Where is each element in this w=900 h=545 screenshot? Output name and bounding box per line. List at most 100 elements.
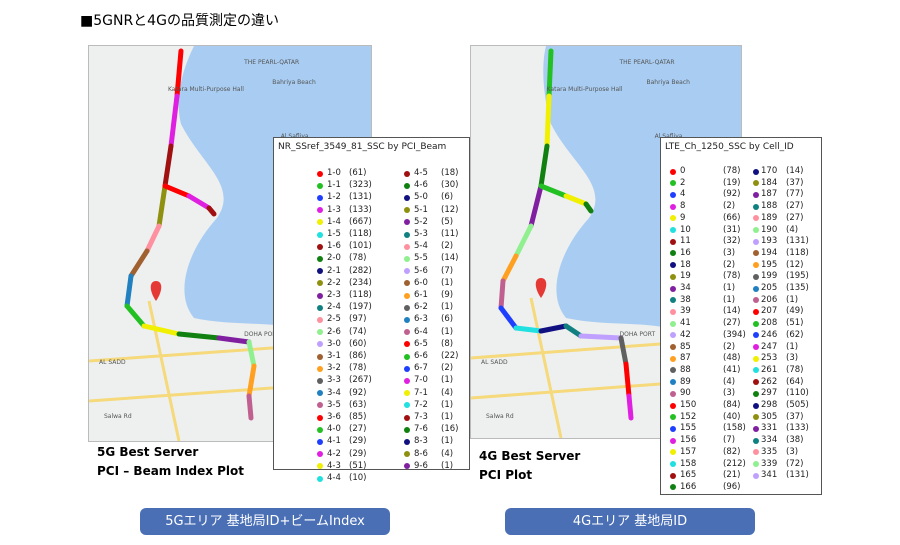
legend-dot [753,332,759,339]
legend-count: (97) [349,314,367,325]
legend-item: 305 (37) [661,412,821,423]
legend-count: (1) [723,294,736,305]
legend-label: 2-1 [327,265,341,276]
legend-item: 5-0 (6) [274,192,469,203]
legend-item: 158 (212) [661,459,821,470]
legend-label: 38 [680,294,691,305]
legend-count: (51) [349,460,367,471]
legend-label: 2-0 [327,253,341,264]
legend-dot [753,308,759,315]
legend-item: 2-2 (234) [274,278,469,289]
legend-item: 6-0 (1) [274,278,469,289]
legend-label: 184 [761,177,778,188]
legend-count: (3) [723,247,736,258]
legend-label: 1-4 [327,216,341,227]
legend-count: (195) [786,271,809,282]
route-segment [124,273,134,309]
legend-dot [404,280,410,287]
legend-count: (4) [786,224,799,235]
legend-dot [404,316,410,323]
legend-label: 4 [680,189,686,200]
caption: 5G Best Server PCI – Beam Index Plot [97,443,244,481]
legend-dot [753,367,759,374]
legend-dot [670,472,676,479]
legend-label: 19 [680,271,691,282]
legend-dot [317,243,323,250]
legend-count: (77) [786,189,804,200]
legend-dot [404,451,410,458]
legend-item: 5-4 (2) [274,241,469,252]
legend-count: (64) [786,376,804,387]
map: THE PEARL-QATAR Bahriya Beach Katara Multi… [470,45,742,439]
caption: 4G Best Server PCI Plot [479,447,580,485]
legend-dot [753,238,759,245]
legend-label: 7-6 [414,424,428,435]
legend-dot [404,292,410,299]
legend-label: 334 [761,435,778,446]
legend-dot [404,365,410,372]
legend-dot [753,273,759,280]
legend-count: (234) [349,277,372,288]
legend-item: 247 (1) [661,342,821,353]
legend-item: 152 (40) [661,412,821,423]
legend-label: 297 [761,388,778,399]
legend-count: (63) [349,399,367,410]
legend-dot [317,426,323,433]
legend-item: 2-3 (118) [274,290,469,301]
legend-label: 190 [761,224,778,235]
legend-count: (3) [786,446,799,457]
legend-count: (1) [441,460,454,471]
legend-item: 4-6 (30) [274,180,469,191]
legend-dot [404,377,410,384]
legend-label: 88 [680,364,691,375]
map-label: Bahriya Beach [272,79,316,86]
legend-count: (2) [723,341,736,352]
legend-dot [317,316,323,323]
legend-item: 88 (41) [661,365,821,376]
legend-count: (133) [349,204,372,215]
legend-dot [753,449,759,456]
legend-label: 199 [761,271,778,282]
area-button: 5Gエリア 基地局ID+ビームIndex [140,508,390,535]
legend-item: 3-1 (86) [274,351,469,362]
legend-label: 3-2 [327,363,341,374]
legend-item: 11 (32) [661,236,821,247]
legend-label: 165 [680,470,697,481]
legend-count: (27) [349,424,367,435]
legend-count: (61) [349,168,367,178]
legend-count: (85) [349,412,367,422]
legend-label: 18 [680,259,691,270]
legend-count: (135) [786,283,809,293]
legend-item: 4-2 (29) [274,449,469,460]
legend-label: 5-1 [414,204,428,215]
route-segment [546,48,554,99]
legend-count: (72) [786,458,804,469]
legend-label: 3-4 [327,387,341,398]
legend-count: (32) [723,236,741,247]
legend-count: (51) [786,318,804,329]
legend-item: 10 (31) [661,225,821,236]
legend-label: 89 [680,376,691,387]
legend-dot [670,332,676,339]
legend-item: 5-3 (11) [274,229,469,240]
route-segment [623,361,632,399]
legend-label: 188 [761,201,778,212]
legend-label: 5-5 [414,253,428,264]
legend-item: 334 (38) [661,435,821,446]
legend-dot [670,180,676,187]
legend-dot [753,344,759,350]
legend-item: 3-0 (60) [274,339,469,350]
legend-item: 0 (78) [661,166,821,177]
legend-item: 4-1 (29) [274,436,469,447]
legend-label: 90 [680,388,691,399]
legend-dot [317,219,323,226]
legend-dot [317,292,323,299]
legend-label: 6-0 [414,277,428,288]
legend-label: 3-3 [327,375,341,386]
legend-label: 253 [761,353,778,364]
legend-count: (1) [786,341,799,352]
legend-label: 7-1 [414,387,428,398]
legend-item: 5-1 (12) [274,205,469,216]
legend-dot [404,426,410,433]
legend-count: (7) [441,265,454,276]
